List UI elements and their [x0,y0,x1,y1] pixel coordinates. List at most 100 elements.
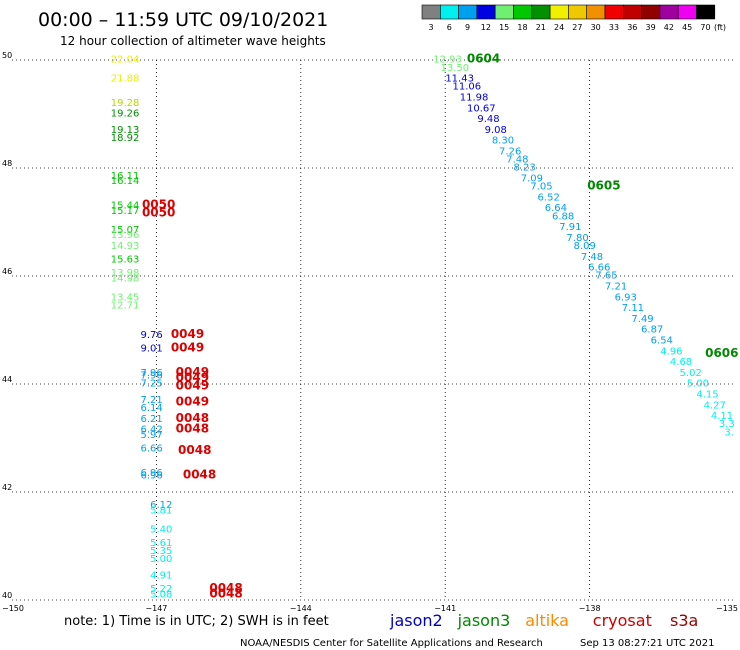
pass-number-label: 0048 [209,581,242,595]
wave-height-value: 7.48 [581,252,603,263]
wave-height-value: 7.26 [499,147,521,158]
wave-height-value: 9.48 [477,114,499,125]
wave-height-value: 7.09 [521,174,543,185]
pass-number-label: 0048 [178,443,211,457]
wave-height-value: 9.76 [140,330,162,341]
legend-swatch [549,4,569,20]
lat-tick-label: 46 [2,267,12,276]
lat-tick-label: 50 [2,51,12,60]
wave-height-value: 5.00 [150,554,172,565]
wave-height-value: 15.07 [111,225,140,236]
wave-height-value: 11.06 [453,82,482,93]
legend-swatch [622,4,642,20]
wave-height-value: 7.25 [140,379,162,390]
pass-number-label: 0049 [176,365,209,379]
wave-height-value: 3.3 [719,419,735,430]
legend-swatch-label: 30 [591,23,601,32]
wave-height-value: 7.91 [559,222,581,233]
legend-swatch-label: 18 [517,23,527,32]
wave-height-value: 8.09 [574,241,596,252]
pass-number-label: 0048 [183,468,216,482]
wave-height-value: 7.21 [605,282,627,293]
wave-height-value: 19.26 [111,109,140,120]
wave-height-value: 9.01 [140,344,162,355]
lon-tick-label: −141 [434,604,456,613]
wave-height-value: 18.92 [111,133,140,144]
color-legend: 3 6 9 12 15 18 21 24 27 30 33 36 39 42 45 70 [421,4,716,32]
wave-height-value: 13.96 [111,230,140,241]
credit-text: NOAA/NESDIS Center for Satellite Applica… [240,638,543,649]
wave-height-value: 16.11 [111,171,140,182]
satellite-name-s3a: s3a [670,611,698,630]
legend-swatch [568,4,588,20]
wave-height-value: 9.08 [485,125,507,136]
satellite-name-jason2: jason2 [389,611,443,630]
wave-height-value: 5.02 [680,368,702,379]
wave-height-value: 7.96 [140,371,162,382]
wave-height-value: 6.66 [588,263,610,274]
legend-swatch-label: 24 [554,23,564,32]
map-grid: 50 48 46 44 42 40 −150 −147 −144 −141 −138 −135 [2,51,738,613]
legend-swatch [586,4,606,20]
legend-swatch-label: 36 [627,23,637,32]
pass-number-label: 0049 [176,370,209,384]
legend-swatch [696,4,716,20]
wave-height-value: 11.43 [445,74,474,85]
wave-height-value: 4.91 [150,570,172,581]
wave-height-value: 6.66 [140,444,162,455]
wave-height-value: 7.80 [566,233,588,244]
wave-height-value: 7.48 [506,155,528,166]
wave-height-value: 6.96 [140,471,162,482]
legend-swatch-label: 6 [447,23,452,32]
wave-height-value: 14.98 [111,273,140,284]
wave-height-value: 5.00 [687,379,709,390]
lat-tick-label: 42 [2,483,12,492]
footer-note: note: 1) Time is in UTC; 2) SWH is in fe… [64,614,329,629]
pass-number-label: 0048 [176,422,209,436]
wave-height-value: 15.63 [111,255,140,266]
pass-number-label: 0049 [176,395,209,409]
pass-labels: 0604060506060050005000490049004900490049… [142,52,739,601]
pass-number-label: 0048 [176,411,209,425]
lon-tick-label: −147 [145,604,167,613]
pass-number-label: 0049 [176,378,209,392]
wave-height-value: 13.45 [111,292,140,303]
lat-tick-label: 48 [2,159,12,168]
legend-swatch-label: 15 [499,23,509,32]
map-title: 00:00 – 11:59 UTC 09/10/2021 [38,9,328,31]
legend-swatch [604,4,624,20]
wave-height-value: 6.42 [140,425,162,436]
pass-number-label: 0050 [142,198,175,212]
wave-height-value: 6.21 [140,414,162,425]
satellite-legend: jason2 jason3 altika cryosat s3a [389,611,698,630]
wave-height-value: 6.93 [615,292,637,303]
legend-swatch [476,4,496,20]
wave-height-value: 7.96 [140,368,162,379]
wave-height-value: 5.08 [150,589,172,600]
wave-height-value: 16.14 [111,176,140,187]
lon-tick-label: −144 [290,604,312,613]
legend-swatch [421,4,441,20]
wave-height-value: 15.17 [111,206,140,217]
legend-swatch [677,4,697,20]
wave-height-value: 5.35 [150,546,172,557]
wave-height-value: 19.13 [111,125,140,136]
lat-tick-label: 40 [2,591,12,600]
lat-tick-label: 44 [2,375,12,384]
wave-height-value: 5.61 [150,538,172,549]
wave-height-value: 6.14 [140,403,162,414]
wave-height-value: 11.98 [460,93,489,104]
wave-height-value: 5.97 [140,430,162,441]
wave-height-value: 8.30 [492,136,514,147]
legend-swatch-label: 45 [682,23,692,32]
legend-swatch-label: 3 [428,23,433,32]
legend-swatch [641,4,661,20]
legend-swatch-label: 70 [700,23,710,32]
wave-height-value: 3. [724,427,734,438]
wave-height-value: 13.50 [441,63,470,74]
pass-number-label: 0604 [467,52,500,66]
legend-unit: (ft) [714,23,726,32]
wave-height-value: 4.96 [660,346,682,357]
legend-swatch-label: 42 [664,23,674,32]
